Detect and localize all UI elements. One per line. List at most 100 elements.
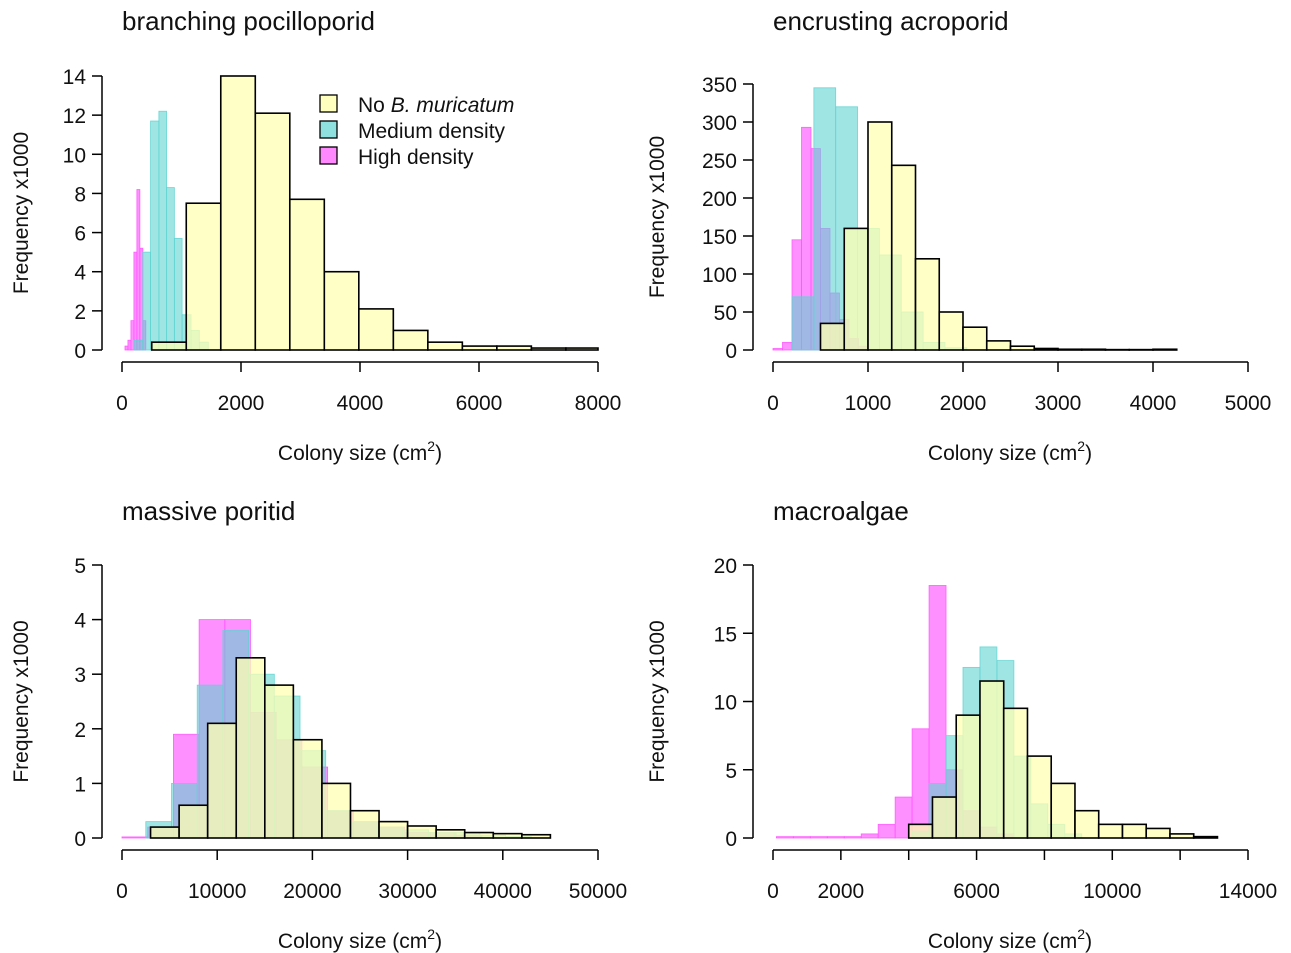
bar bbox=[1080, 348, 1107, 351]
y-tick-label: 0 bbox=[74, 828, 86, 851]
x-axis-label-close: ) bbox=[1085, 442, 1092, 465]
series-none bbox=[149, 657, 552, 839]
y-tick-label: 2 bbox=[74, 301, 86, 324]
bar bbox=[791, 296, 815, 351]
x-axis-label-close: ) bbox=[435, 442, 442, 465]
legend-swatch-none bbox=[319, 94, 338, 113]
x-axis-label-superscript: 2 bbox=[1077, 926, 1085, 942]
x-axis: 0 1000 2000 3000 4000 5000 bbox=[767, 361, 1271, 415]
x-tick-label: 6000 bbox=[953, 880, 1000, 903]
bar bbox=[530, 347, 567, 351]
bar bbox=[133, 251, 138, 351]
bar bbox=[139, 247, 144, 351]
x-tick-label: 40000 bbox=[474, 880, 532, 903]
series-none bbox=[150, 75, 599, 351]
bar bbox=[931, 796, 958, 839]
x-tick-label: 14000 bbox=[1219, 880, 1277, 903]
bar bbox=[955, 714, 981, 839]
bar bbox=[461, 345, 498, 351]
x-tick-label: 10000 bbox=[188, 880, 246, 903]
y-tick-label: 5 bbox=[725, 760, 737, 783]
legend-label-text: Medium density bbox=[358, 120, 506, 143]
x-tick-label: 0 bbox=[767, 392, 779, 415]
bar bbox=[496, 345, 533, 351]
x-tick-label: 8000 bbox=[575, 392, 622, 415]
legend-label-italic: B. muricatum bbox=[391, 94, 515, 117]
x-tick-label: 2000 bbox=[940, 392, 987, 415]
bar bbox=[890, 164, 917, 351]
bar bbox=[938, 311, 964, 351]
bar bbox=[1192, 835, 1219, 839]
bar bbox=[150, 341, 188, 351]
bar bbox=[206, 722, 238, 839]
x-tick-label: 1000 bbox=[845, 392, 892, 415]
x-tick-label: 2000 bbox=[817, 880, 864, 903]
bar bbox=[173, 238, 183, 351]
bar bbox=[321, 782, 352, 839]
bar bbox=[133, 339, 144, 351]
x-axis-label: Colony size (cm2) bbox=[928, 438, 1092, 465]
y-tick-label: 3 bbox=[74, 664, 86, 687]
chart-title: encrusting acroporid bbox=[773, 6, 1009, 36]
bar bbox=[130, 320, 135, 351]
bar bbox=[782, 341, 793, 351]
bar bbox=[809, 836, 828, 839]
legend-swatch-high bbox=[319, 146, 338, 165]
legend-label-high: High density bbox=[358, 146, 474, 169]
x-tick-label: 4000 bbox=[337, 392, 384, 415]
bar bbox=[435, 829, 466, 839]
legend: No B. muricatum Medium density High densit… bbox=[319, 94, 515, 169]
x-axis: 0 10000 20000 30000 40000 50000 bbox=[116, 849, 627, 903]
bar bbox=[149, 826, 180, 839]
bar bbox=[349, 809, 380, 839]
x-tick-label: 0 bbox=[116, 880, 128, 903]
x-axis-label-text: Colony size (cm bbox=[278, 930, 427, 953]
x-tick-label: 6000 bbox=[456, 392, 503, 415]
legend-label-medium: Medium density bbox=[358, 120, 506, 143]
x-tick-label: 0 bbox=[767, 880, 779, 903]
y-axis-label: Frequency x1000 bbox=[10, 132, 33, 294]
bar bbox=[121, 836, 149, 839]
x-tick-label: 30000 bbox=[378, 880, 436, 903]
bar bbox=[962, 326, 988, 351]
x-tick-label: 0 bbox=[116, 392, 128, 415]
x-axis-label-superscript: 2 bbox=[427, 926, 435, 942]
x-tick-label: 3000 bbox=[1035, 392, 1082, 415]
bar bbox=[1009, 345, 1036, 351]
bar bbox=[819, 322, 846, 351]
bar bbox=[1169, 833, 1195, 839]
bar bbox=[263, 684, 295, 839]
y-tick-label: 50 bbox=[714, 302, 737, 325]
y-tick-label: 10 bbox=[63, 144, 86, 167]
bar bbox=[392, 329, 429, 351]
x-tick-label: 2000 bbox=[218, 392, 265, 415]
y-axis-label: Frequency x1000 bbox=[646, 620, 669, 782]
y-tick-label: 0 bbox=[725, 340, 737, 363]
bar bbox=[378, 820, 409, 839]
bar bbox=[427, 341, 464, 351]
bar bbox=[826, 836, 845, 839]
bar bbox=[235, 657, 266, 839]
y-axis: 0 5 10 15 20 bbox=[714, 555, 754, 851]
x-tick-label: 4000 bbox=[1130, 392, 1177, 415]
bar bbox=[813, 87, 837, 351]
legend-label-text: No bbox=[358, 94, 391, 117]
bar bbox=[911, 728, 930, 839]
y-tick-label: 10 bbox=[714, 692, 737, 715]
y-axis: 0 50 100 150 200 250 300 350 bbox=[702, 74, 754, 363]
y-tick-label: 100 bbox=[702, 264, 737, 287]
y-tick-label: 14 bbox=[63, 66, 87, 89]
bar bbox=[860, 833, 879, 839]
bar bbox=[792, 836, 811, 839]
bar bbox=[166, 187, 175, 351]
x-axis: 0 2000 6000 10000 14000 bbox=[767, 849, 1277, 903]
bar bbox=[877, 823, 896, 839]
bar bbox=[142, 251, 151, 351]
x-tick-label: 20000 bbox=[283, 880, 341, 903]
chart-panel-3: massive poritid 0 1 2 3 4 5 0 10000 20000 30000 400… bbox=[10, 496, 627, 953]
bar bbox=[158, 110, 168, 351]
bar bbox=[323, 270, 360, 351]
bar bbox=[127, 339, 132, 351]
bar bbox=[292, 738, 323, 839]
